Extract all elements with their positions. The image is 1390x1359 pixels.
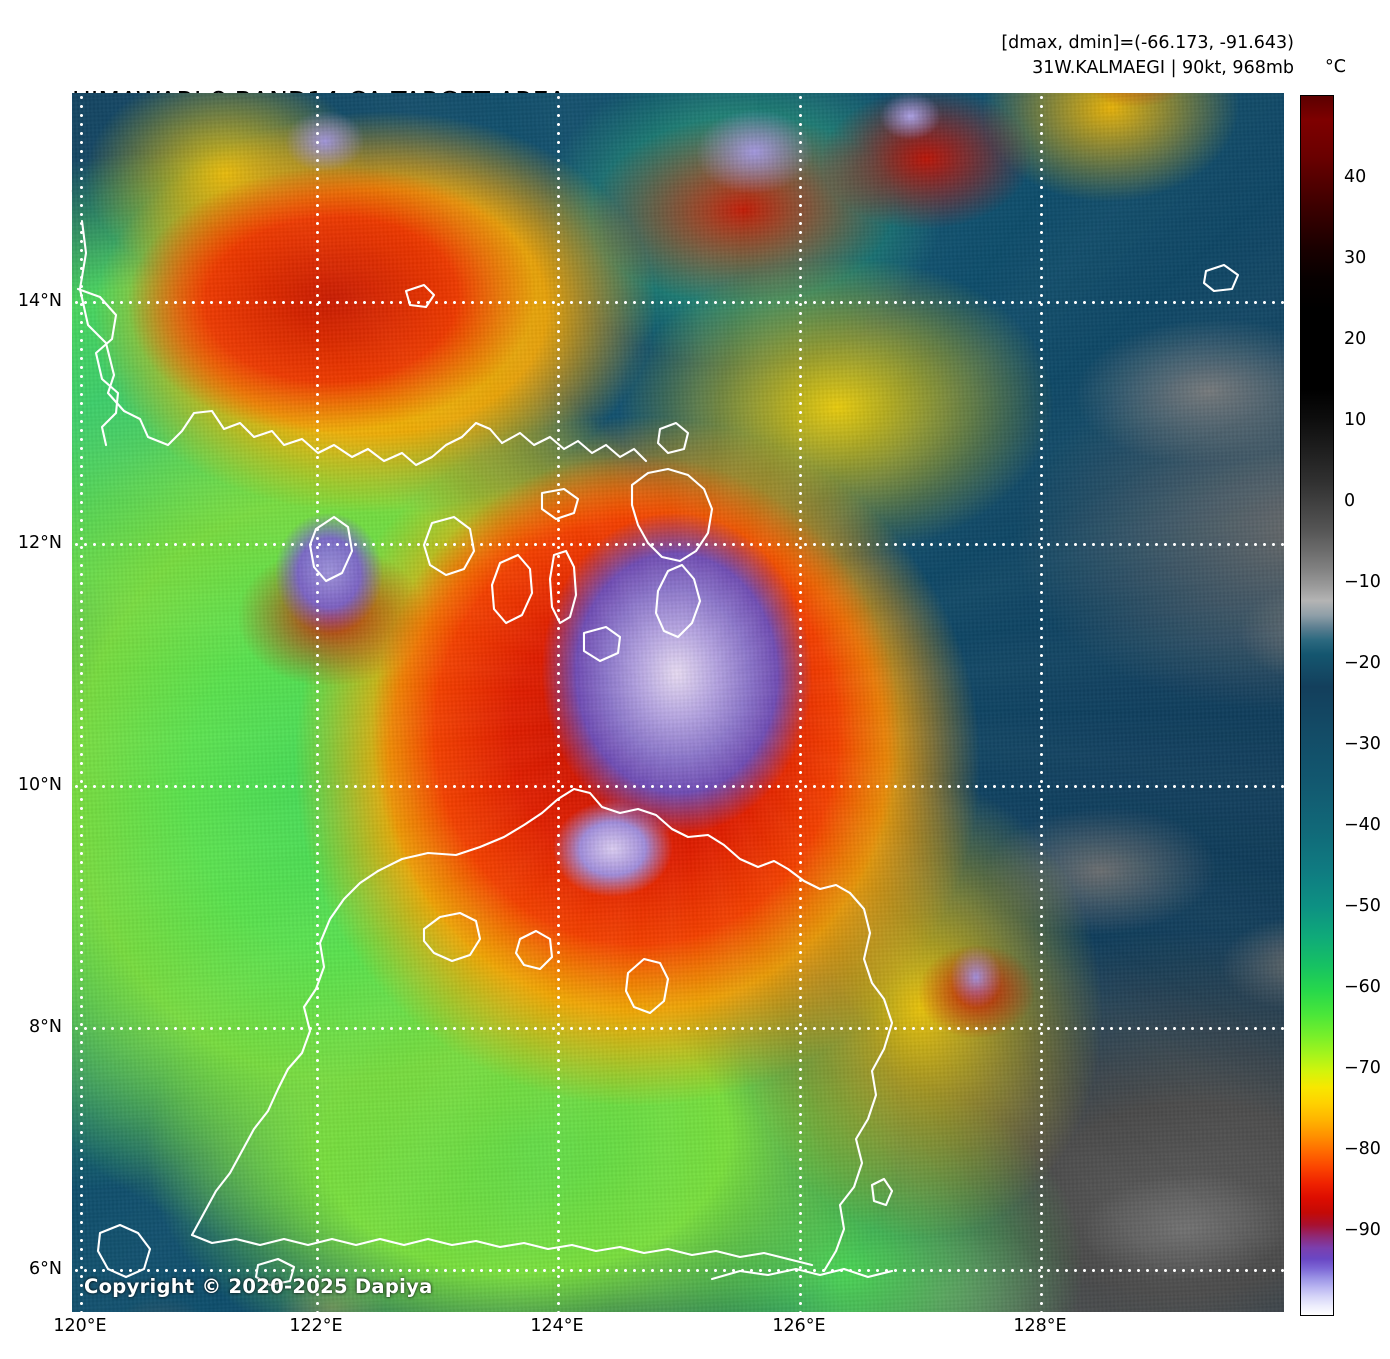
colorbar-tick-label: −10 [1344,572,1381,592]
x-tick-label: 128°E [1013,1316,1067,1336]
y-tick-label: 6°N [29,1259,62,1279]
x-tick-label: 122°E [289,1316,343,1336]
y-tick-label: 12°N [17,533,62,553]
satellite-image-plot: Copyright © 2020-2025 Dapiya [72,93,1284,1312]
colorbar-tick-label: −20 [1344,653,1381,673]
colorbar-tick-label: −30 [1344,734,1381,754]
copyright-text: Copyright © 2020-2025 Dapiya [84,1275,433,1298]
dmax-dmin-text: [dmax, dmin]=(-66.173, -91.643) [1001,33,1294,53]
y-tick-label: 8°N [29,1017,62,1037]
x-tick-label: 126°E [772,1316,826,1336]
storm-info-text: 31W.KALMAEGI | 90kt, 968mb [1032,58,1294,79]
colorbar-tick-label: 10 [1344,410,1367,430]
colorbar-tick-label: −80 [1344,1139,1381,1159]
temperature-colorbar [1300,95,1334,1316]
colorbar-tick-label: 0 [1344,491,1356,511]
colorbar-tick-label: 30 [1344,248,1367,268]
colorbar-tick-label: −70 [1344,1058,1381,1078]
colorbar-tick-label: −50 [1344,896,1381,916]
colorbar-tick-label: −90 [1344,1220,1381,1240]
colorbar-unit-label: °C [1325,57,1346,77]
satellite-data-region [72,93,1284,1312]
y-tick-label: 10°N [17,775,62,795]
x-tick-label: 120°E [53,1316,107,1336]
y-tick-label: 14°N [17,291,62,311]
colorbar-tick-label: 40 [1344,167,1367,187]
pixel-texture [72,93,1284,1312]
colorbar-tick-label: 20 [1344,329,1367,349]
header-annotations: [dmax, dmin]=(-66.173, -91.643) 31W.KALM… [1001,31,1294,82]
colorbar-tick-label: −40 [1344,815,1381,835]
infrared-imagery [72,93,1284,1312]
colorbar-tick-label: −60 [1344,977,1381,997]
x-tick-label: 124°E [530,1316,584,1336]
